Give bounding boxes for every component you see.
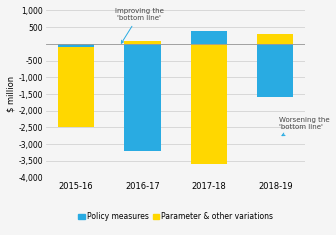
Legend: Policy measures, Parameter & other variations: Policy measures, Parameter & other varia… xyxy=(75,209,276,224)
Bar xyxy=(124,44,161,151)
Bar xyxy=(58,44,94,127)
Bar xyxy=(191,44,227,164)
Bar xyxy=(257,34,293,44)
Text: Improving the
'bottom line': Improving the 'bottom line' xyxy=(115,8,164,43)
Bar xyxy=(191,31,227,44)
Bar xyxy=(257,44,293,97)
Bar xyxy=(58,44,94,47)
Y-axis label: $ million: $ million xyxy=(7,76,16,112)
Text: Worsening the
'bottom line': Worsening the 'bottom line' xyxy=(279,118,329,136)
Bar xyxy=(124,40,161,44)
